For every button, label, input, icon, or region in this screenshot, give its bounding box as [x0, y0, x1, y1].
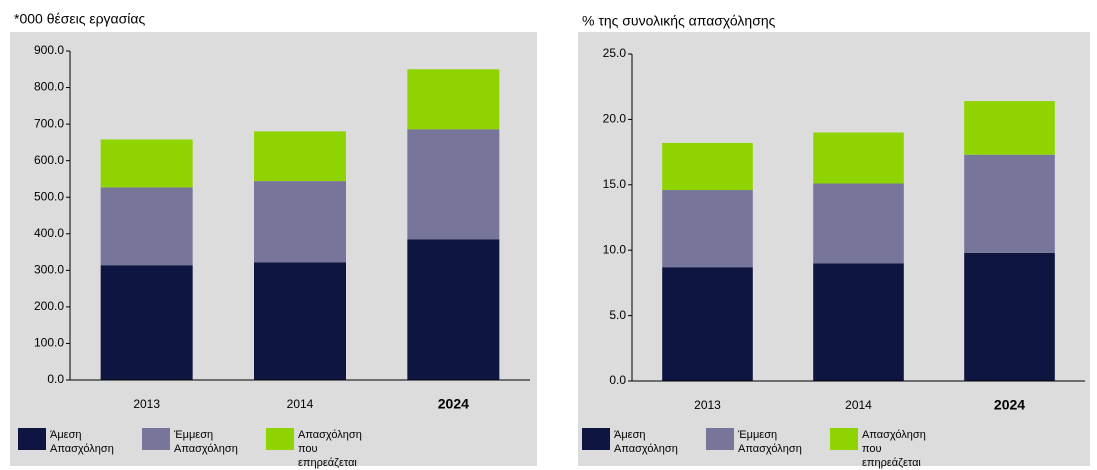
- legend-label: Άμεση Απασχόληση: [614, 429, 678, 455]
- y-tick-label: 900.0: [34, 43, 64, 57]
- y-tick-label: 600.0: [34, 153, 64, 167]
- bar-segment: [662, 142, 753, 191]
- legend-item: Άμεση Απασχόληση: [582, 428, 700, 470]
- y-tick-label: 5.0: [609, 308, 626, 322]
- x-tick-label: 2014: [845, 398, 872, 412]
- bar-segment: [407, 69, 500, 130]
- y-tick-label: 700.0: [34, 116, 64, 130]
- legend-item: Έμμεση Απασχόληση: [706, 428, 824, 470]
- legend-label: Απασχόληση που επηρεάζεται: [862, 429, 926, 469]
- bar-segment: [964, 252, 1055, 381]
- y-tick-label: 15.0: [603, 177, 627, 191]
- legend-label: Έμμεση Απασχόληση: [174, 429, 238, 455]
- chart-title: % της συνολικής απασχόλησης: [582, 13, 776, 29]
- legend: Άμεση Απασχόληση Έμμεση Απασχόληση Απασχόλ…: [18, 428, 384, 470]
- bar-segment: [254, 131, 346, 182]
- legend-item: Απασχόληση που επηρεάζεται: [830, 428, 948, 470]
- y-tick-label: 800.0: [34, 80, 64, 94]
- x-tick-label: 2024: [994, 397, 1025, 413]
- y-tick-label: 10.0: [603, 242, 627, 256]
- y-tick-label: 25.0: [603, 46, 627, 60]
- bar-segment: [407, 239, 500, 380]
- bar-segment: [100, 187, 193, 266]
- bar-segment: [813, 263, 904, 381]
- legend-label: Απασχόληση που επηρεάζεται: [298, 429, 362, 469]
- x-tick-label: 2013: [133, 397, 160, 411]
- bar-segment: [964, 154, 1055, 253]
- chart-title: *000 θέσεις εργασίας: [14, 11, 145, 27]
- legend-swatch: [18, 428, 46, 450]
- bar-segment: [662, 190, 753, 268]
- legend-item: Έμμεση Απασχόληση: [142, 428, 260, 470]
- bar-segment: [100, 265, 193, 380]
- legend-swatch: [830, 428, 858, 450]
- legend-swatch: [266, 428, 294, 450]
- legend-swatch: [142, 428, 170, 450]
- legend-swatch: [706, 428, 734, 450]
- y-tick-label: 500.0: [34, 189, 64, 203]
- bar-segment: [813, 132, 904, 184]
- y-tick-label: 0.0: [609, 373, 626, 387]
- legend-item: Απασχόληση που επηρεάζεται: [266, 428, 384, 470]
- bar-segment: [254, 181, 346, 263]
- y-tick-label: 300.0: [34, 263, 64, 277]
- y-tick-label: 20.0: [603, 112, 627, 126]
- bar-segment: [964, 101, 1055, 155]
- y-tick-label: 400.0: [34, 226, 64, 240]
- y-tick-label: 200.0: [34, 299, 64, 313]
- legend-swatch: [582, 428, 610, 450]
- legend-label: Έμμεση Απασχόληση: [738, 429, 802, 455]
- y-tick-label: 0.0: [47, 372, 64, 386]
- x-tick-label: 2024: [438, 396, 469, 412]
- bar-segment: [254, 262, 346, 380]
- x-tick-label: 2014: [287, 397, 314, 411]
- x-tick-label: 2013: [694, 398, 721, 412]
- bar-segment: [100, 139, 193, 188]
- legend: Άμεση Απασχόληση Έμμεση Απασχόληση Απασχόλ…: [582, 428, 948, 470]
- legend-item: Άμεση Απασχόληση: [18, 428, 136, 470]
- y-tick-label: 100.0: [34, 336, 64, 350]
- legend-label: Άμεση Απασχόληση: [50, 429, 114, 455]
- bar-segment: [662, 267, 753, 381]
- bar-segment: [407, 129, 500, 240]
- bar-segment: [813, 183, 904, 264]
